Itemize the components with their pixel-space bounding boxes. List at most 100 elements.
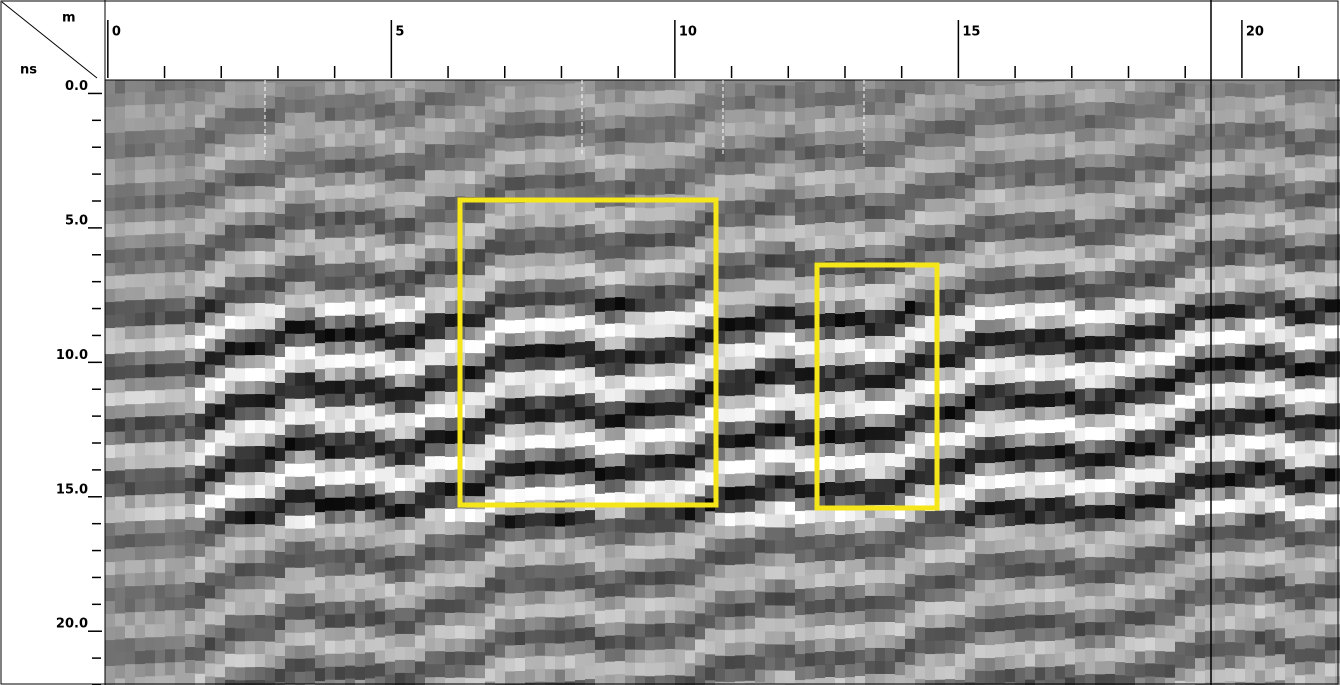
texture — [225, 329, 236, 343]
texture — [285, 269, 296, 283]
texture — [625, 338, 636, 352]
texture — [745, 278, 756, 292]
texture — [125, 248, 136, 262]
texture — [515, 164, 526, 178]
texture — [715, 162, 726, 176]
texture — [1065, 288, 1076, 302]
texture — [1105, 167, 1116, 181]
texture — [1055, 120, 1066, 133]
texture — [855, 247, 866, 261]
texture — [245, 199, 256, 213]
texture — [1105, 206, 1116, 220]
texture — [365, 119, 376, 133]
texture — [315, 447, 326, 461]
texture — [905, 535, 916, 549]
texture — [995, 306, 1006, 320]
texture — [1135, 197, 1146, 211]
texture — [805, 315, 816, 329]
texture — [145, 338, 156, 352]
texture — [775, 98, 786, 112]
texture — [915, 341, 926, 355]
texture — [915, 458, 926, 472]
texture — [985, 242, 996, 256]
texture — [725, 578, 736, 592]
texture — [185, 569, 196, 583]
texture — [425, 196, 436, 210]
texture — [845, 274, 856, 288]
texture — [715, 591, 726, 605]
texture — [145, 312, 156, 326]
texture — [1155, 664, 1166, 678]
texture — [915, 185, 926, 199]
texture — [355, 199, 366, 213]
texture — [735, 369, 746, 383]
texture — [375, 572, 386, 586]
texture — [215, 391, 226, 405]
texture — [1095, 414, 1106, 428]
texture — [285, 425, 296, 439]
texture — [475, 548, 486, 562]
texture — [615, 635, 626, 649]
texture — [1005, 110, 1016, 124]
texture — [785, 320, 796, 334]
texture — [675, 624, 686, 638]
texture — [965, 539, 976, 553]
texture — [165, 363, 176, 377]
texture — [845, 456, 856, 470]
texture — [175, 350, 186, 364]
texture — [785, 489, 796, 503]
texture — [285, 490, 296, 504]
texture — [455, 547, 466, 561]
texture — [175, 649, 186, 663]
texture — [725, 383, 736, 397]
texture — [1065, 171, 1076, 185]
texture — [425, 664, 436, 678]
texture — [915, 432, 926, 446]
texture — [995, 540, 1006, 554]
texture — [1025, 290, 1036, 304]
texture — [405, 634, 416, 648]
texture — [185, 634, 196, 648]
texture — [215, 248, 226, 262]
texture — [615, 89, 626, 103]
texture — [845, 612, 856, 626]
texture — [1095, 115, 1106, 129]
texture — [425, 482, 436, 496]
texture — [1085, 102, 1096, 116]
texture — [445, 119, 456, 133]
texture — [895, 233, 906, 247]
texture — [625, 442, 636, 456]
texture — [445, 80, 456, 94]
texture — [1005, 383, 1016, 397]
texture — [1145, 364, 1156, 378]
texture — [805, 237, 816, 251]
texture — [615, 453, 626, 467]
texture — [685, 507, 696, 521]
texture — [635, 182, 646, 196]
texture — [1085, 362, 1096, 376]
texture — [695, 119, 706, 133]
texture — [175, 662, 186, 676]
texture — [965, 318, 976, 332]
texture — [765, 644, 776, 658]
texture — [525, 254, 536, 268]
texture — [605, 506, 616, 520]
texture — [1075, 558, 1086, 572]
texture — [945, 588, 956, 602]
texture — [845, 417, 856, 431]
texture — [185, 127, 196, 141]
texture — [415, 453, 426, 467]
texture — [205, 273, 216, 287]
texture — [425, 456, 436, 470]
texture — [1145, 533, 1156, 547]
texture — [525, 137, 536, 151]
texture — [965, 409, 976, 423]
texture — [1105, 479, 1116, 493]
texture — [835, 548, 846, 562]
texture — [875, 323, 886, 337]
texture — [765, 202, 776, 216]
texture — [1015, 434, 1026, 448]
texture — [535, 539, 546, 553]
texture — [525, 618, 536, 632]
texture — [305, 528, 316, 542]
